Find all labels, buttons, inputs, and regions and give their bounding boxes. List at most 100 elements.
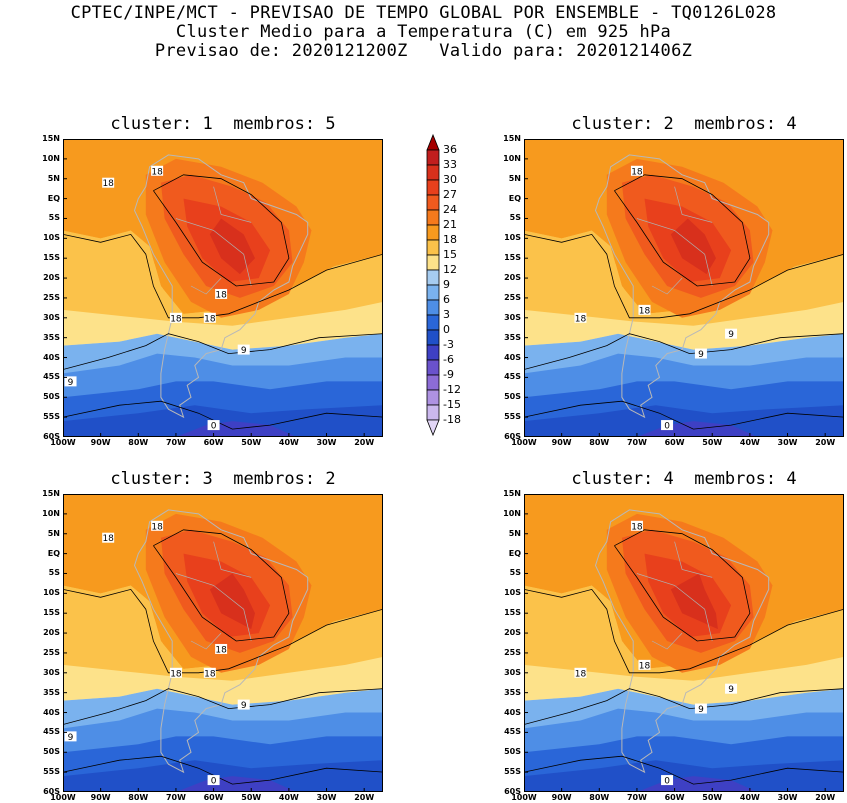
- temperature-band: [524, 585, 844, 681]
- contour-label: 9: [698, 350, 704, 360]
- lon-tick-label: 30W: [777, 438, 798, 447]
- contour-label-box: [203, 312, 216, 323]
- header-line-2: Cluster Medio para a Temperatura (C) em …: [175, 22, 672, 42]
- contour-label: 18: [102, 179, 114, 189]
- coastline: [133, 509, 309, 774]
- lon-tick-label: 80W: [589, 793, 610, 802]
- lat-tick-label: 5S: [48, 568, 60, 578]
- contour-label-box: [661, 775, 674, 786]
- lon-tick-label: 30W: [777, 793, 798, 802]
- contour-line: [153, 174, 290, 287]
- country-border: [213, 186, 252, 223]
- colorbar-label: 18: [443, 233, 457, 246]
- colorbar-swatch: [426, 344, 440, 361]
- colorbar-swatch: [426, 404, 440, 421]
- country-border: [674, 541, 713, 578]
- map-panel-4: 18 18 18 9 9 0: [524, 494, 844, 792]
- contour-label: 0: [211, 777, 217, 787]
- contour-label-box: [574, 667, 587, 678]
- contour-label: 18: [639, 306, 651, 316]
- lon-tick-label: 50W: [241, 793, 262, 802]
- contour-label-box: [694, 703, 707, 714]
- contour-line: [614, 529, 751, 642]
- lat-tick-label: 15N: [503, 134, 521, 143]
- lat-tick-label: 10S: [43, 588, 60, 598]
- contour-label-box: [661, 420, 674, 431]
- lat-tick-label: 30S: [43, 667, 60, 677]
- temperature-band: [63, 230, 383, 326]
- lat-tick-label: 55S: [504, 767, 521, 777]
- lat-tick-label: 15S: [43, 253, 60, 263]
- contour-label-box: [169, 312, 182, 323]
- lat-tick-label: 20S: [504, 628, 521, 638]
- lat-tick-label: 40S: [504, 352, 521, 362]
- colorbar-label: 21: [443, 218, 457, 231]
- contour-label: 18: [215, 290, 227, 300]
- lat-tick-label: 15S: [504, 608, 521, 618]
- colorbar-label: 15: [443, 248, 457, 261]
- lat-tick-label: 15N: [503, 489, 521, 498]
- country-border: [636, 573, 713, 642]
- lon-tick-label: 40W: [739, 438, 760, 447]
- contour-label: 18: [575, 669, 587, 679]
- lat-tick-label: 5N: [508, 173, 521, 183]
- contour-label-box: [574, 312, 587, 323]
- header-line-3: Previsao de: 2020121200Z Valido para: 20…: [154, 41, 693, 61]
- contour-label-box: [203, 667, 216, 678]
- lat-tick-label: 50S: [504, 747, 521, 757]
- lat-tick-label: 10S: [43, 233, 60, 243]
- lon-tick-label: 70W: [626, 438, 647, 447]
- lon-tick-label: 20W: [354, 793, 375, 802]
- lon-tick-label: 90W: [90, 793, 111, 802]
- lat-tick-label: 10N: [503, 508, 521, 518]
- lon-tick-label: 70W: [165, 438, 186, 447]
- colorbar-label: -18: [443, 413, 461, 426]
- lon-tick-label: 30W: [316, 793, 337, 802]
- lon-tick-label: 20W: [815, 793, 836, 802]
- lat-tick-label: 35S: [504, 332, 521, 342]
- lat-tick-label: EQ: [508, 548, 521, 558]
- lat-tick-label: 15N: [42, 134, 60, 143]
- lat-tick-label: 55S: [43, 412, 60, 422]
- lon-tick-label: 40W: [739, 793, 760, 802]
- contour-label-box: [694, 348, 707, 359]
- lat-tick-label: 45S: [43, 372, 60, 382]
- lon-tick-label: 90W: [551, 438, 572, 447]
- lon-tick-label: 30W: [316, 438, 337, 447]
- lat-tick-label: 10S: [504, 588, 521, 598]
- lat-tick-label: EQ: [47, 548, 60, 558]
- panel-title-2: cluster: 2 membros: 4: [571, 114, 797, 134]
- lon-tick-label: 80W: [128, 438, 149, 447]
- temperature-band: [63, 760, 383, 792]
- contour-label-box: [725, 683, 738, 694]
- lat-tick-label: 50S: [43, 747, 60, 757]
- contour-label: 18: [631, 167, 643, 177]
- lat-tick-label: 5S: [509, 213, 521, 223]
- contour-line: [524, 755, 844, 785]
- lat-tick-label: 25S: [504, 647, 521, 657]
- contour-line: [524, 688, 844, 725]
- contour-line: [63, 688, 383, 725]
- colorbar-label: -9: [443, 368, 454, 381]
- colorbar-label: 36: [443, 143, 457, 156]
- contour-label: 18: [151, 167, 163, 177]
- contour-label: 18: [170, 314, 182, 324]
- lat-tick-label: 50S: [504, 392, 521, 402]
- temperature-band: [524, 405, 844, 437]
- lon-tick-label: 40W: [278, 438, 299, 447]
- colorbar-label: 27: [443, 188, 457, 201]
- contour-label: 18: [151, 522, 163, 532]
- lon-tick-label: 100W: [50, 438, 76, 447]
- colorbar-label: 24: [443, 203, 457, 216]
- lat-tick-label: 45S: [504, 372, 521, 382]
- colorbar-label: -6: [443, 353, 454, 366]
- lon-tick-label: 50W: [702, 438, 723, 447]
- contour-label-box: [215, 643, 228, 654]
- lon-tick-label: 60W: [664, 438, 685, 447]
- lon-tick-label: 70W: [626, 793, 647, 802]
- colorbar-swatch: [426, 149, 440, 166]
- lon-tick-label: 50W: [241, 438, 262, 447]
- lon-tick-label: 20W: [354, 438, 375, 447]
- country-border: [651, 277, 683, 295]
- contour-label-box: [64, 731, 77, 742]
